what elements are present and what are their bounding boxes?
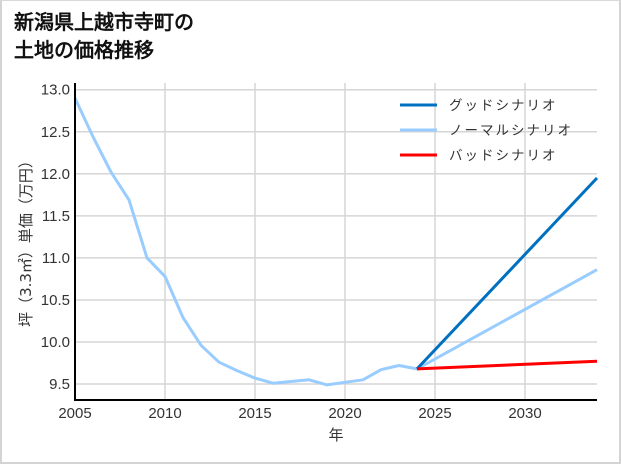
chart-title-line1: 新潟県上越市寺町の bbox=[14, 10, 194, 34]
x-tick-label: 2005 bbox=[58, 405, 91, 422]
y-tick-label: 12.5 bbox=[41, 124, 70, 141]
y-tick-label: 10.5 bbox=[41, 292, 70, 309]
y-tick-label: 10.0 bbox=[41, 334, 70, 351]
axes bbox=[74, 83, 597, 401]
series-line-1 bbox=[73, 97, 598, 387]
y-tick-label: 11.0 bbox=[42, 250, 70, 267]
x-tick-label: 2030 bbox=[508, 405, 541, 422]
legend-label: ノーマルシナリオ bbox=[449, 123, 573, 139]
x-tick-label: 2010 bbox=[148, 405, 181, 422]
series-line-2 bbox=[416, 359, 598, 371]
series-line-0 bbox=[415, 176, 599, 370]
y-tick-label: 13.0 bbox=[41, 82, 70, 99]
y-tick-label: 12.0 bbox=[41, 166, 70, 183]
plot-series bbox=[73, 97, 599, 387]
legend-label: グッドシナリオ bbox=[449, 98, 558, 114]
y-tick-label: 11.5 bbox=[42, 208, 70, 225]
x-tick-label: 2025 bbox=[418, 405, 451, 422]
x-tick-label: 2015 bbox=[238, 405, 271, 422]
chart-title-line2: 土地の価格推移 bbox=[14, 38, 154, 62]
tick-labels: 2005 2010 2015 2020 2025 2030 9.5 10.0 10.5 11.0 1… bbox=[41, 82, 542, 422]
x-tick-label: 2020 bbox=[328, 405, 361, 422]
y-tick-label: 9.5 bbox=[49, 376, 70, 393]
chart-title: 新潟県上越市寺町の 土地の価格推移 bbox=[14, 8, 194, 64]
y-axis-label: 坪（3.3㎡）単価（万円） bbox=[17, 153, 35, 327]
legend-label: バッドシナリオ bbox=[449, 148, 558, 164]
x-axis-label: 年 bbox=[328, 426, 343, 444]
